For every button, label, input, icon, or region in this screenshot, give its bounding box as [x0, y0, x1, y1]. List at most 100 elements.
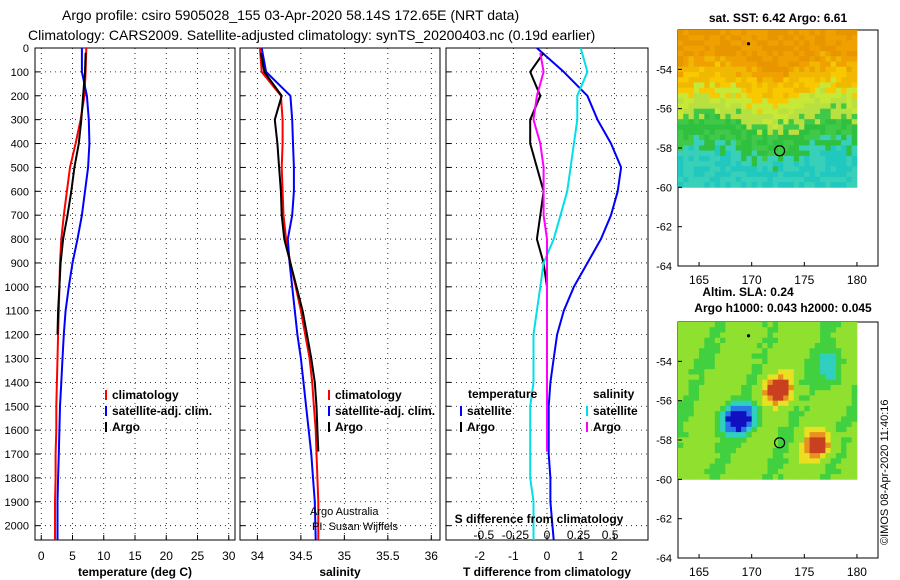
sla_map-cell: [720, 384, 726, 391]
sla_map-cell: [741, 327, 747, 333]
sst_map-cell: [783, 98, 789, 104]
sst_map-cell: [809, 98, 816, 104]
sst_map-cell: [830, 71, 837, 78]
sla_map-cell: [751, 416, 758, 423]
sla_map-cell: [793, 337, 800, 344]
sla_map-cell: [693, 442, 700, 449]
sla_map-cell: [809, 342, 816, 349]
sla_map-cell: [809, 426, 816, 433]
sla_map-cell: [835, 327, 842, 333]
sst_map-cell: [688, 92, 695, 99]
sst_map-cell: [846, 124, 853, 131]
sla_map-cell: [820, 363, 826, 370]
sst_map-cell: [751, 124, 758, 131]
sla_map-cell: [704, 411, 710, 417]
sst_map-cell: [693, 176, 700, 183]
sst_map-cell: [720, 87, 726, 94]
sla_map-cell: [825, 395, 832, 402]
sla_map-cell: [767, 468, 774, 475]
sst_map-cell: [841, 66, 847, 73]
sst_map-cell: [704, 176, 710, 183]
sst_map-cell: [704, 66, 710, 73]
sla_map-cell: [830, 322, 837, 328]
sla_map-cell: [699, 374, 705, 381]
sla_map-cell: [762, 447, 768, 454]
sla_map-cell: [741, 322, 747, 328]
sla_map-cell: [688, 322, 695, 328]
sla_map-cell: [709, 395, 716, 402]
sla_map-cell: [704, 369, 710, 375]
sst_map-cell: [835, 98, 842, 104]
sst_map-cell: [704, 50, 710, 57]
sst_map-cell: [704, 30, 710, 36]
sst_map-cell: [783, 35, 789, 41]
sst_map-cell: [762, 108, 768, 115]
sla_map-cell: [720, 342, 726, 349]
sst_map-cell: [709, 35, 716, 41]
sla_map-cell: [820, 458, 826, 464]
sst_map-cell: [793, 71, 800, 78]
sla_map-cell: [720, 358, 726, 365]
sst_map-cell: [735, 161, 742, 167]
sla_map-cell: [735, 395, 742, 402]
sla_map-cell: [804, 447, 810, 454]
temperature-xtick-label: 0: [38, 549, 45, 563]
sst_map-cell: [730, 124, 737, 131]
sla_map-cell: [783, 322, 789, 328]
sst_map-cell: [699, 66, 705, 73]
sst_map-cell: [825, 77, 832, 83]
sst_map-cell: [720, 35, 726, 41]
sst_map-cell: [820, 77, 826, 83]
sst_map-cell: [841, 171, 847, 178]
sst_map-cell: [841, 30, 847, 36]
sla_map-cell: [788, 463, 795, 470]
sla_map-cell: [683, 432, 689, 438]
sst_map-cell: [772, 161, 779, 167]
sla_map-cell: [793, 468, 800, 475]
sst_map-cell: [778, 82, 784, 89]
sst_map-cell: [683, 119, 689, 125]
sst_map-cell: [846, 129, 853, 136]
sla_map-cell: [730, 332, 737, 339]
sst_map-cell: [820, 166, 826, 172]
sst_map-cell: [830, 166, 837, 172]
sla_map-cell: [778, 447, 784, 454]
sst_map-cell: [725, 155, 732, 162]
sst_map-cell: [730, 66, 737, 73]
sla_map-cell: [788, 384, 795, 391]
sla_map-cell: [678, 379, 684, 386]
sst_map-cell: [735, 71, 742, 78]
sst_map-cell: [830, 145, 837, 152]
sst_map-cell: [720, 134, 726, 141]
sst_map-cell: [741, 176, 747, 183]
sla_map-cell: [830, 453, 837, 459]
sst_map-cell: [725, 171, 732, 178]
sst_map-cell: [809, 45, 816, 52]
sst_map-cell: [762, 113, 768, 120]
sst_map-cell: [756, 166, 763, 172]
sst_map-cell: [688, 140, 695, 146]
sst_map-cell: [756, 35, 763, 41]
sla_map-cell: [699, 395, 705, 402]
sst_map-cell: [820, 87, 826, 94]
sst_map-cell: [809, 171, 816, 178]
sst_map-cell: [767, 182, 774, 188]
sst_map-cell: [772, 134, 779, 141]
sst_map-cell: [720, 166, 726, 172]
sla_map-cell: [678, 463, 684, 470]
sst_map-cell: [820, 176, 826, 183]
sla_map-cell: [751, 421, 758, 428]
sla_map-cell: [767, 458, 774, 464]
sla_map-cell: [846, 432, 853, 438]
sst_map-cell: [830, 77, 837, 83]
sla_map-cell: [704, 395, 710, 402]
sla_map-cell: [699, 458, 705, 464]
sla_map-cell: [778, 405, 784, 412]
sla_map-cell: [704, 363, 710, 370]
sst_map-cell: [683, 35, 689, 41]
sla_map-cell: [730, 416, 737, 423]
sla_map-cell: [820, 332, 826, 339]
sla_map-cell: [746, 358, 753, 365]
sst_map-cell: [683, 166, 689, 172]
sla_map-cell: [725, 379, 732, 386]
